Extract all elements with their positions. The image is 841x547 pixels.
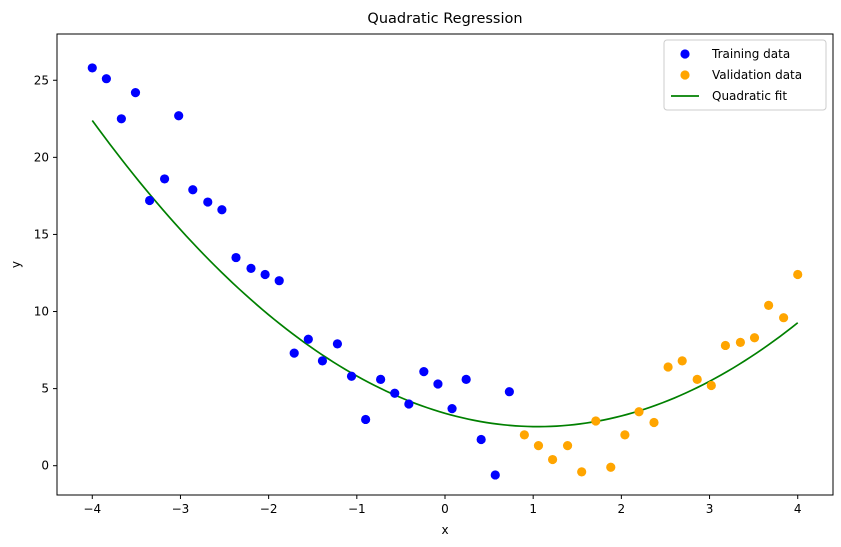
training-point [376, 374, 386, 384]
training-point [231, 252, 241, 263]
x-tick-label: −4 [83, 502, 101, 516]
fit-line [91, 119, 799, 428]
validation-point [577, 467, 587, 477]
training-point [130, 87, 141, 98]
validation-point [793, 269, 803, 280]
validation-point [591, 416, 601, 426]
y-tick-label: 10 [34, 305, 49, 319]
validation-point [620, 430, 630, 440]
training-point [476, 434, 486, 445]
y-tick-label: 20 [34, 150, 49, 164]
training-point [274, 276, 284, 286]
x-tick-label: 2 [618, 502, 626, 516]
validation-point [562, 441, 573, 451]
x-tick-label: −2 [260, 502, 278, 516]
x-tick-label: 3 [706, 502, 714, 516]
axis-ticks: −4 −3 −2 −1 0 1 2 3 4 0 5 10 15 20 25 [34, 73, 802, 516]
training-point [433, 379, 443, 389]
legend-label: Validation data [712, 68, 802, 82]
validation-point [634, 407, 644, 417]
plot-area [87, 63, 803, 480]
training-point [246, 263, 256, 273]
y-axis-label: y [9, 261, 23, 268]
y-tick-label: 5 [41, 382, 49, 396]
validation-point [663, 362, 673, 372]
training-point [116, 114, 126, 124]
validation-point [677, 356, 687, 366]
training-point [101, 74, 111, 84]
training-point [188, 185, 198, 195]
legend-label: Training data [711, 47, 790, 61]
validation-point [519, 430, 529, 440]
training-point [289, 348, 299, 358]
training-point [174, 111, 184, 121]
y-tick-label: 0 [41, 459, 49, 473]
chart-title: Quadratic Regression [367, 11, 522, 27]
training-point [390, 388, 400, 398]
training-point [461, 374, 471, 384]
y-tick-label: 15 [34, 227, 49, 241]
training-point [144, 195, 155, 206]
training-point [361, 414, 371, 425]
legend-training-marker [680, 49, 690, 59]
x-axis-label: x [441, 523, 448, 537]
training-point [346, 371, 357, 381]
x-tick-label: 1 [529, 502, 537, 516]
x-tick-label: −1 [348, 502, 366, 516]
training-point [159, 174, 170, 184]
x-tick-label: 4 [794, 502, 802, 516]
training-point [490, 470, 500, 480]
training-point [332, 339, 343, 349]
validation-point [720, 340, 731, 351]
x-tick-label: −3 [172, 502, 190, 516]
validation-point [749, 333, 760, 343]
legend-label: Quadratic fit [712, 89, 787, 103]
training-point [404, 399, 414, 409]
legend-box [663, 39, 827, 111]
validation-point [692, 374, 702, 384]
training-point [87, 63, 97, 73]
training-point [317, 356, 328, 366]
y-tick-label: 25 [34, 73, 49, 87]
validation-point [533, 441, 544, 451]
training-point [260, 269, 270, 280]
training-point [303, 334, 313, 344]
validation-point [764, 300, 774, 310]
training-point [447, 404, 457, 414]
x-tick-label: 0 [441, 502, 449, 516]
legend: Training data Validation data Quadratic fi… [663, 39, 827, 111]
training-point [203, 197, 213, 207]
validation-point [606, 462, 616, 472]
validation-point [547, 454, 558, 465]
validation-point [706, 380, 716, 391]
training-point [419, 367, 429, 377]
validation-point [649, 417, 659, 428]
legend-validation-marker [680, 70, 690, 80]
validation-point [779, 313, 789, 323]
validation-point [735, 337, 746, 347]
training-point [217, 205, 227, 215]
training-point [504, 387, 514, 397]
